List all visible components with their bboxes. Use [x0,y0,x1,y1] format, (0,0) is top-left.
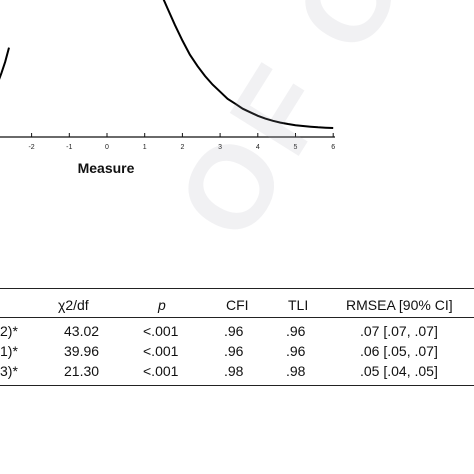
cell-rmsea: .05 [.04, .05] [360,363,438,379]
x-tick-label: 4 [256,144,260,151]
cell-p: <.001 [143,363,179,379]
cell-chi-df: 43.02 [64,323,100,339]
x-tick-label: 6 [331,144,335,151]
cell-p: <.001 [143,323,179,339]
cell-cfi: .98 [224,363,244,379]
header-rmsea: RMSEA [90% CI] [346,297,453,313]
table-header-rule [0,317,474,318]
curves-layer [0,0,334,129]
cell-rmsea: .06 [.05, .07] [360,343,438,359]
x-tick-label: 3 [218,144,222,151]
cell-chi-df: 21.30 [64,363,100,379]
cell-model: 3)* [0,363,18,379]
cell-cfi: .96 [224,323,244,339]
cell-model: 2)* [0,323,18,339]
header-cfi: CFI [226,297,249,313]
cell-rmsea: .07 [.07, .07] [360,323,438,339]
cell-tli: .96 [286,343,306,359]
header-p: p [158,297,166,313]
information-curve-segment-1 [0,47,10,80]
cell-model: 1)* [0,343,18,359]
x-tick-label: 1 [143,144,147,151]
x-tick-label: 5 [294,144,298,151]
table-bottom-rule [0,385,474,386]
cell-tli: .98 [286,363,306,379]
x-tick-label: 2 [180,144,184,151]
information-curve-figure: -2 -1 0 1 2 3 4 5 6 Measure [0,0,335,176]
header-tli: TLI [288,297,309,313]
cell-cfi: .96 [224,343,244,359]
information-curve-segment-2 [162,0,334,129]
x-tick-label: -1 [66,144,72,151]
cell-tli: .96 [286,323,306,339]
table-top-rule [0,288,474,289]
header-chi-df: χ2/df [58,297,89,313]
x-axis-ticks: -2 -1 0 1 2 3 4 5 6 [28,133,335,151]
cell-chi-df: 39.96 [64,343,100,359]
x-tick-label: 0 [105,144,109,151]
x-axis-title: Measure [78,160,135,176]
x-tick-label: -2 [28,144,34,151]
cell-p: <.001 [143,343,179,359]
